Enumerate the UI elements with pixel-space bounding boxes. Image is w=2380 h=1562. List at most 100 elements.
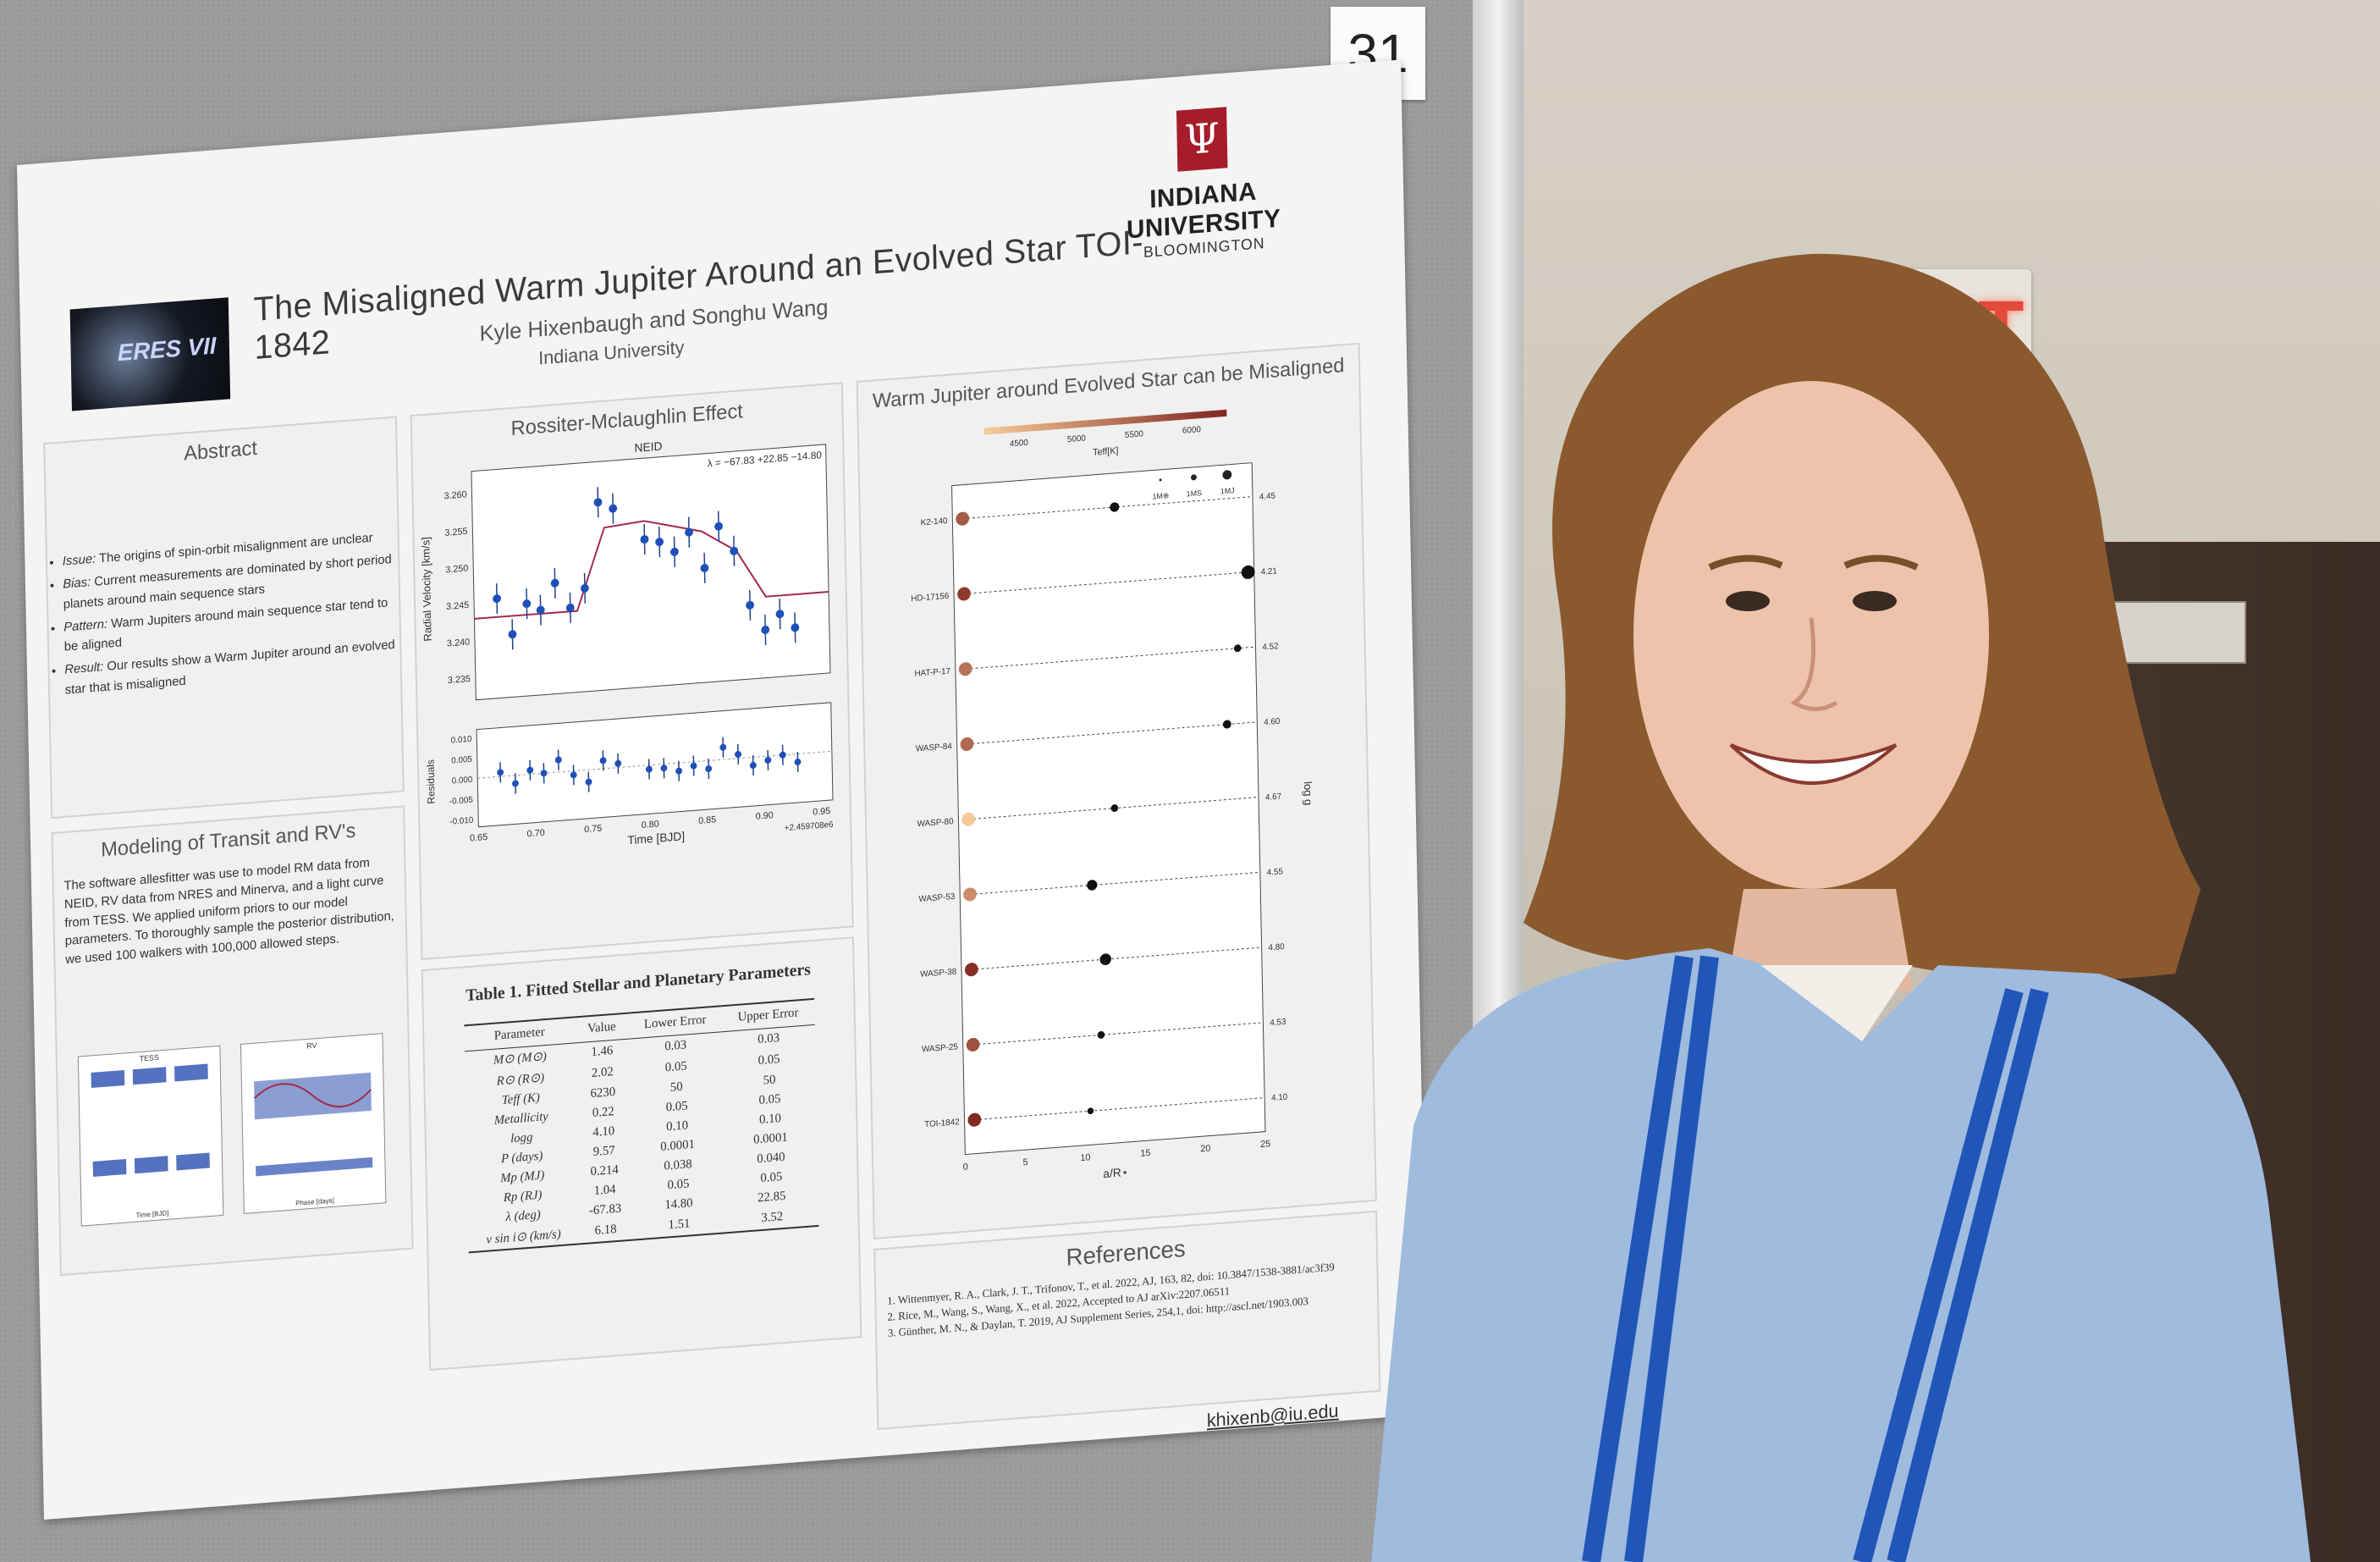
x-tick-label: 15 bbox=[1140, 1148, 1150, 1159]
trident-icon: Ψ bbox=[1176, 107, 1228, 172]
system-name-label: WASP-84 bbox=[916, 742, 953, 753]
planet-marker bbox=[1097, 1031, 1105, 1039]
residual-point bbox=[660, 764, 668, 772]
x-tick-label: 20 bbox=[1200, 1143, 1210, 1154]
legend-label: 1MS bbox=[1187, 488, 1202, 498]
colorbar-segment bbox=[983, 427, 994, 435]
colorbar-segment bbox=[1153, 414, 1163, 422]
x-tick-label: 0.80 bbox=[642, 819, 659, 831]
modeling-text: The software allesfitter was use to mode… bbox=[63, 855, 394, 968]
planet-marker bbox=[1099, 953, 1111, 965]
system-name-label: K2-140 bbox=[921, 516, 948, 528]
logg-value-label: 4.80 bbox=[1268, 942, 1285, 953]
conference-logo: ERES VII bbox=[69, 297, 231, 411]
host-star-marker bbox=[956, 511, 970, 526]
presenter-person bbox=[1371, 253, 2311, 1562]
y-tick-label: 3.260 bbox=[443, 489, 466, 501]
colorbar-segment bbox=[1000, 426, 1010, 434]
rv-data-point bbox=[746, 600, 755, 610]
colorbar-segment bbox=[1008, 425, 1017, 433]
residual-axis-label: Residuals bbox=[425, 759, 438, 805]
colorbar-segment bbox=[1209, 410, 1219, 418]
residual-point bbox=[675, 767, 683, 775]
rv-data-point bbox=[581, 583, 589, 593]
nose bbox=[1790, 617, 1838, 711]
system-name-label: WASP-38 bbox=[920, 967, 957, 979]
colorbar-tick-label: 5000 bbox=[1067, 433, 1087, 444]
right-eye bbox=[1853, 591, 1897, 611]
alignment-panel: Warm Jupiter around Evolved Star can be … bbox=[856, 342, 1377, 1240]
smile bbox=[1729, 743, 1898, 785]
rv-data-point bbox=[775, 610, 785, 619]
system-name-label: HD-17156 bbox=[911, 592, 950, 604]
abstract-heading: Abstract bbox=[183, 436, 258, 466]
rv-data-point bbox=[593, 498, 603, 507]
colorbar-segment bbox=[1177, 412, 1187, 421]
x-tick-label: 0.70 bbox=[527, 828, 545, 840]
rv-data-point bbox=[536, 605, 545, 615]
host-star-marker bbox=[958, 662, 972, 676]
colorbar-tick-label: 6000 bbox=[1182, 425, 1202, 436]
residual-tick-label: -0.005 bbox=[449, 796, 474, 807]
conference-logo-text: ERES VII bbox=[117, 332, 217, 367]
abstract-panel: Abstract Issue: The origins of spin-orbi… bbox=[43, 416, 405, 820]
residual-point bbox=[512, 780, 519, 787]
hair-sides bbox=[1597, 483, 2029, 889]
colorbar-tick-label: 4500 bbox=[1010, 439, 1029, 450]
colorbar-segment bbox=[1072, 420, 1083, 428]
colorbar-segment bbox=[1088, 419, 1099, 428]
residual-point bbox=[585, 778, 592, 786]
residual-point bbox=[570, 771, 577, 779]
rv-plot-label: RV bbox=[306, 1041, 317, 1051]
residual-point bbox=[614, 759, 622, 767]
rv-data-point bbox=[508, 630, 517, 639]
logg-value-label: 4.52 bbox=[1262, 642, 1279, 653]
logg-value-label: 4.10 bbox=[1271, 1092, 1288, 1103]
rv-data-point bbox=[565, 603, 575, 612]
poster: ERES VII The Misaligned Warm Jupiter Aro… bbox=[17, 59, 1429, 1520]
rv-data-point bbox=[791, 623, 800, 632]
colorbar-segment bbox=[1137, 416, 1147, 423]
residual-point bbox=[719, 743, 727, 751]
logg-value-label: 4.53 bbox=[1270, 1018, 1286, 1029]
system-orbit-line bbox=[962, 496, 1253, 520]
y-tick-label: 3.255 bbox=[444, 527, 467, 538]
rm-plot-frame bbox=[471, 444, 831, 701]
residual-tick-label: -0.010 bbox=[449, 816, 474, 827]
colorbar-tick-label: 5500 bbox=[1125, 429, 1144, 440]
colorbar-segment bbox=[1016, 424, 1026, 433]
poster-title: The Misaligned Warm Jupiter Around an Ev… bbox=[253, 223, 1144, 367]
host-star-marker bbox=[960, 737, 974, 751]
legend-label: 1M⊕ bbox=[1152, 491, 1169, 501]
rv-data-point bbox=[522, 599, 532, 609]
x-axis-label: a/R⋆ bbox=[1103, 1165, 1128, 1180]
x-tick-label: 0.75 bbox=[584, 824, 602, 836]
x-tick-label: 25 bbox=[1260, 1139, 1270, 1150]
system-name-label: HAT-P-17 bbox=[914, 666, 950, 678]
rv-data-point bbox=[640, 535, 649, 544]
host-star-marker bbox=[961, 812, 976, 826]
system-name-label: WASP-25 bbox=[922, 1042, 959, 1054]
x-offset-label: +2.459708e6 bbox=[785, 820, 834, 834]
planet-marker bbox=[1222, 720, 1231, 729]
parameters-panel: Table 1. Fitted Stellar and Planetary Pa… bbox=[421, 936, 862, 1372]
residual-tick-label: 0.000 bbox=[452, 775, 473, 787]
residual-point bbox=[690, 762, 697, 770]
rv-data-point bbox=[669, 547, 679, 556]
x-tick-label: 0 bbox=[963, 1162, 968, 1173]
abstract-item-label: Result: bbox=[64, 660, 104, 677]
legend-label: 1MJ bbox=[1220, 486, 1235, 495]
residual-point bbox=[497, 769, 504, 776]
tess-plot-label: TESS bbox=[140, 1053, 159, 1063]
residual-zero-line bbox=[477, 750, 832, 779]
legend-marker bbox=[1159, 478, 1162, 482]
residual-point bbox=[764, 756, 772, 764]
planet-marker bbox=[1110, 502, 1120, 512]
system-orbit-line bbox=[967, 721, 1258, 745]
logg-value-label: 4.21 bbox=[1261, 566, 1278, 577]
colorbar-segment bbox=[1080, 420, 1090, 428]
system-orbit-line bbox=[974, 1097, 1265, 1121]
abstract-item-label: Issue: bbox=[62, 551, 96, 569]
transit-rv-plots: TESS RV Time [BJD] Phase [days] bbox=[77, 1033, 387, 1227]
